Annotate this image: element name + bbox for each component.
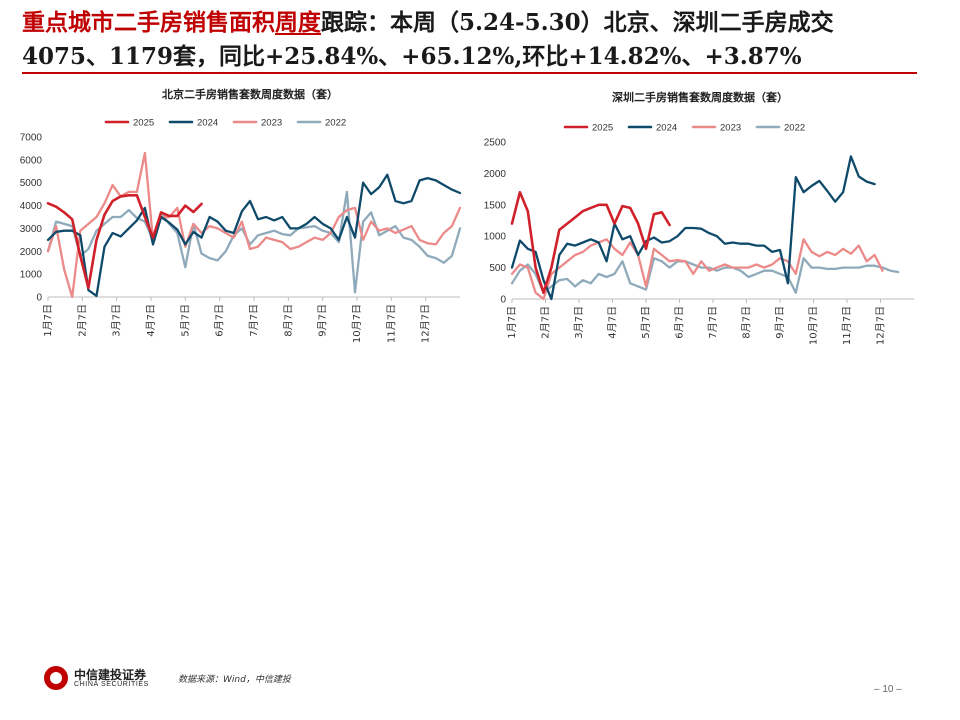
x-tick-label: 8月7日 — [282, 304, 294, 337]
legend-label: 2023 — [261, 118, 282, 129]
logo-text-cn: 中信建投证券 — [74, 668, 147, 682]
x-tick-label: 7月7日 — [248, 304, 260, 337]
legend-label: 2022 — [325, 118, 346, 129]
y-tick-label: 0 — [500, 295, 506, 306]
page-title: 重点城市二手房销售面积周度跟踪：本周（5.24-5.30）北京、深圳二手房成交 … — [22, 6, 922, 74]
x-tick-label: 6月7日 — [214, 304, 226, 337]
x-tick-label: 3月7日 — [111, 304, 123, 337]
series-line-2025 — [46, 194, 203, 290]
series-line-2025 — [510, 190, 671, 294]
beijing-chart: 0 1000 2000 3000 4000 5000 6000 7000 1月7日 2月7日 3月7… — [20, 118, 462, 343]
x-tick-label: 2月7日 — [76, 304, 88, 337]
legend-label: 2024 — [656, 123, 677, 134]
x-tick-label: 11月7日 — [385, 304, 397, 343]
shenzhen-chart: 0 500 1000 1500 2000 2500 1月7日 2月7日 3月7日 4月7日 5月7日… — [484, 123, 914, 345]
y-tick-label: 1500 — [484, 200, 507, 211]
x-tick-label: 12月7日 — [420, 304, 432, 343]
y-tick-label: 7000 — [20, 133, 43, 144]
legend-label: 2022 — [784, 123, 805, 134]
x-tick-label: 10月7日 — [351, 304, 363, 343]
title-rest: 跟踪：本周（5.24-5.30）北京、深圳二手房成交 — [321, 9, 834, 36]
x-tick-label: 11月7日 — [841, 306, 853, 345]
x-tick-label: 4月7日 — [607, 306, 619, 339]
x-tick-label: 3月7日 — [573, 306, 585, 339]
series-line-2024 — [46, 173, 462, 298]
y-tick-label: 6000 — [20, 155, 43, 166]
chart-title-shenzhen: 深圳二手房销售套数周度数据（套） — [612, 91, 788, 104]
series-line-2022 — [46, 190, 462, 294]
y-tick-label: 2000 — [484, 169, 507, 180]
legend-label: 2025 — [133, 118, 154, 129]
y-tick-label: 5000 — [20, 178, 43, 189]
series-line-2023 — [46, 151, 462, 299]
logo-text-en: CHINA SECURITIES — [74, 681, 149, 688]
x-tick-label: 12月7日 — [875, 306, 887, 345]
title-line-1: 重点城市二手房销售面积周度跟踪：本周（5.24-5.30）北京、深圳二手房成交 — [22, 6, 922, 40]
title-underlined: 周度 — [275, 9, 321, 36]
x-tick-label: 2月7日 — [540, 306, 552, 339]
y-tick-label: 500 — [489, 263, 506, 274]
x-tick-label: 5月7日 — [179, 304, 191, 337]
y-tick-label: 3000 — [20, 224, 43, 235]
x-tick-label: 5月7日 — [640, 306, 652, 339]
x-tick-label: 8月7日 — [741, 306, 753, 339]
x-tick-label: 10月7日 — [808, 306, 820, 345]
y-tick-label: 2500 — [484, 138, 507, 149]
y-tick-label: 4000 — [20, 201, 43, 212]
x-tick-label: 7月7日 — [707, 306, 719, 339]
series-line-2024 — [510, 155, 876, 301]
series-line-2022 — [510, 257, 900, 294]
y-tick-label: 0 — [36, 293, 42, 304]
legend-label: 2025 — [592, 123, 613, 134]
y-tick-label: 1000 — [20, 270, 43, 281]
chart-title-beijing: 北京二手房销售套数周度数据（套） — [162, 88, 338, 101]
legend-label: 2024 — [197, 118, 218, 129]
x-tick-label: 1月7日 — [506, 306, 518, 339]
y-tick-label: 2000 — [20, 247, 43, 258]
x-tick-label: 9月7日 — [774, 306, 786, 339]
title-highlight: 重点城市二手房销售面积 — [22, 9, 275, 36]
legend-label: 2023 — [720, 123, 741, 134]
x-tick-label: 4月7日 — [145, 304, 157, 337]
x-tick-label: 1月7日 — [42, 304, 54, 337]
title-divider — [22, 72, 917, 74]
x-tick-label: 9月7日 — [317, 304, 329, 337]
series-line-2023 — [510, 238, 884, 301]
logo-mark-icon — [44, 666, 68, 690]
x-tick-label: 6月7日 — [674, 306, 686, 339]
data-source: 数据来源：Wind，中信建投 — [178, 675, 291, 685]
page-number: – 10 – — [874, 684, 902, 695]
title-line-2: 4075、1179套，同比+25.84%、+65.12%,环比+14.82%、+… — [22, 43, 802, 70]
y-tick-label: 1000 — [484, 232, 507, 243]
